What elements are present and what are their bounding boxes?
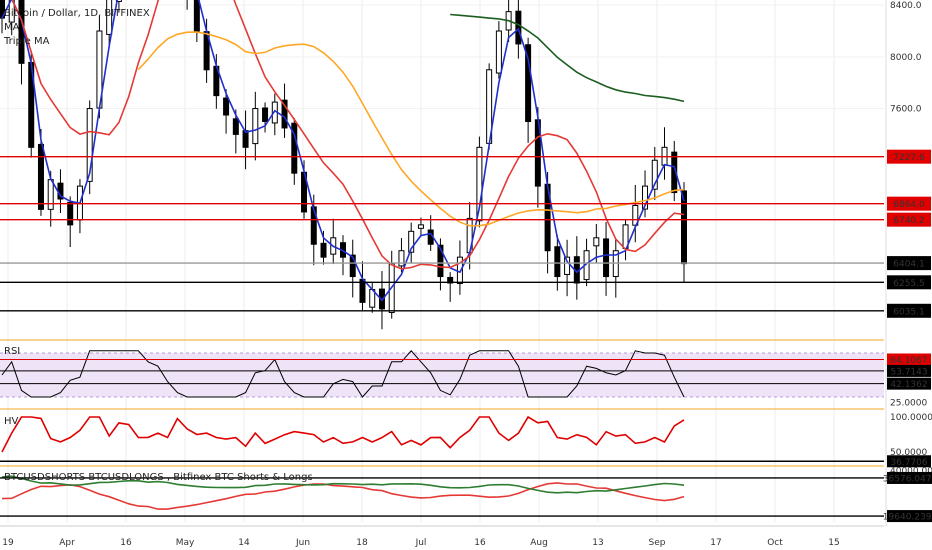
price-tick-label: 8000.0 [890,53,922,63]
shorts-tick-label: 40000.0000 [890,466,932,476]
candle-up [106,0,113,35]
level-badge [887,149,931,164]
candle-down [262,107,269,122]
hv-tick-label: 100.0000 [890,413,932,423]
candle-down [437,244,444,278]
candle-down [37,143,44,210]
rsi-level-badge [887,364,931,377]
hv-line [1,415,685,453]
legend-title: Bitcoin / Dollar, 1D, BITFINEX [4,8,150,19]
hv-level-label: 36.7706 [890,458,927,468]
legend-triple-ma: Triple MA [3,36,50,47]
x-tick-label: 16 [120,538,132,548]
longs-line [1,475,685,494]
candle-down [67,201,74,226]
candle-down [447,276,454,284]
rsi-label: RSI [4,346,20,357]
shorts-line [1,482,685,510]
x-tick-label: Sep [649,538,666,548]
candle-up [408,230,415,253]
candle-down [603,238,610,278]
candle-up [651,159,658,190]
candle-down [515,10,522,45]
candle-up [8,0,15,23]
candle-down [18,0,25,64]
candle-down [671,151,678,194]
rsi-level-label: 64.1067 [890,356,927,366]
x-tick-label: Jun [295,538,310,548]
shorts-level-label: 19640.2396 [883,513,932,523]
level-badge-label: 6255.5 [893,279,925,289]
candle-down [193,0,200,32]
level-badge [887,275,931,290]
rsi-level-label: 42.1362 [890,380,927,390]
candle-down [320,242,327,258]
price-tick-label: 8400.0 [890,1,922,11]
candle-up [417,224,424,229]
candle-down [291,122,298,174]
rsi-line [1,350,685,398]
x-tick-label: 17 [710,538,721,548]
level-badge-label: 6404.1 [893,260,925,270]
candle-up [86,108,93,182]
legend-ma: MA [4,22,20,33]
candle-down [681,190,687,265]
blue-ma-line [1,0,685,302]
candle-down [554,246,561,278]
candle-down [223,97,230,116]
shorts-level-badge [887,510,932,523]
green-ma-line [450,13,685,103]
shorts-level-badge [887,471,932,484]
candle-up [593,237,600,247]
candle-up [495,30,502,74]
orange-ma-line [137,31,685,227]
candle-up [642,185,649,210]
candle-down [525,44,532,122]
x-tick-label: Jul [415,538,427,548]
red-ma-line [11,0,685,270]
level-badge [887,303,931,318]
rsi-tick-label: 25.0000 [890,399,927,409]
hv-tick-label: 50.0000 [890,448,927,458]
level-badge [887,212,931,227]
level-badge [887,256,931,271]
x-tick-label: 16 [474,538,486,548]
candle-down [281,99,288,129]
candle-down [349,254,356,278]
hv-level-badge [887,455,931,468]
rsi-level-badge [887,377,931,390]
shorts-level-label: 36576.0473 [883,474,932,484]
x-tick-label: May [176,538,195,548]
level-badge-label: 6035.1 [893,307,925,317]
x-tick-label: Apr [59,538,75,548]
level-badge-label: 6864.0 [893,200,925,210]
level-badge-label: 6740.2 [893,216,925,226]
candle-up [47,179,54,210]
x-tick-label: 19 [2,538,14,548]
x-tick-label: Oct [767,538,783,548]
candle-down [242,130,249,148]
candle-up [252,108,259,145]
rsi-level-label: 53.7143 [890,367,927,377]
level-badge [887,196,931,211]
x-tick-label: 14 [238,538,250,548]
x-tick-label: Aug [530,538,548,548]
x-tick-label: 18 [356,538,368,548]
price-tick-label: 7600.0 [890,105,922,115]
candle-down [232,118,239,135]
candle-up [564,256,571,275]
hv-label: HV [4,416,19,427]
candle-up [115,0,122,2]
candle-up [476,146,483,222]
rsi-level-badge [887,353,931,366]
x-tick-label: 15 [828,538,839,548]
level-badge-label: 7227.6 [893,153,925,163]
candle-up [398,250,405,267]
shorts-label: BTCUSDSHORTS BTCUSDLONGS , Bitfinex BTC … [4,472,313,483]
x-tick-label: 13 [592,538,603,548]
